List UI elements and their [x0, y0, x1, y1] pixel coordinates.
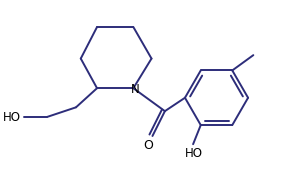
Text: O: O: [144, 139, 154, 152]
Text: HO: HO: [3, 111, 21, 124]
Text: HO: HO: [185, 147, 203, 160]
Text: N: N: [131, 83, 140, 96]
